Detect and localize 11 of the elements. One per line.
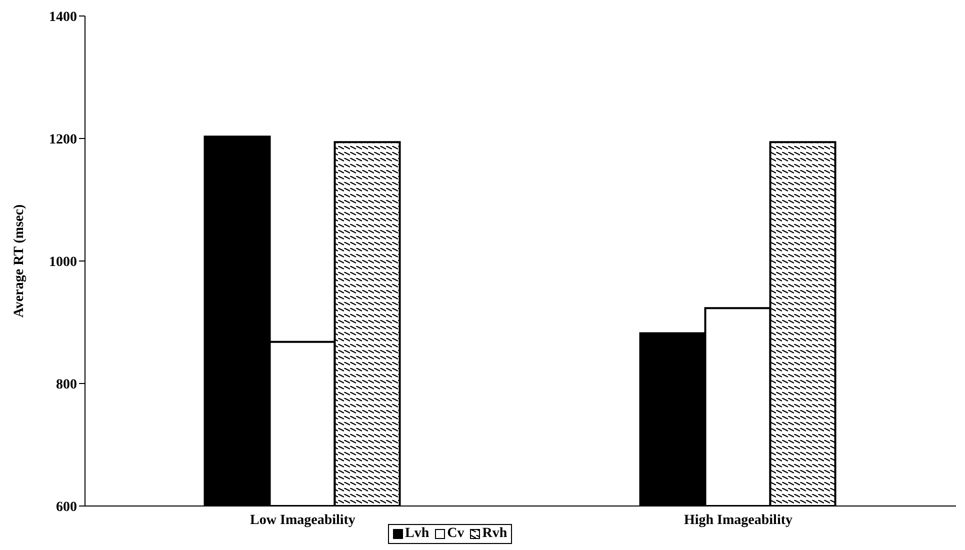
y-tick-label: 600 (56, 500, 77, 515)
y-tick-label: 1400 (49, 10, 77, 25)
legend-label: Lvh (404, 526, 430, 542)
y-tick-label: 1200 (49, 132, 77, 148)
x-tick-label: Low Imageability (250, 512, 356, 528)
x-tick-label: High Imageability (684, 512, 793, 528)
legend-label: Rvh (481, 526, 508, 542)
y-tick-label: 1000 (49, 254, 77, 270)
y-axis-title: Average RT (msec) (12, 204, 27, 318)
y-tick-label: 800 (56, 377, 77, 392)
legend-label: Cv (446, 526, 464, 542)
